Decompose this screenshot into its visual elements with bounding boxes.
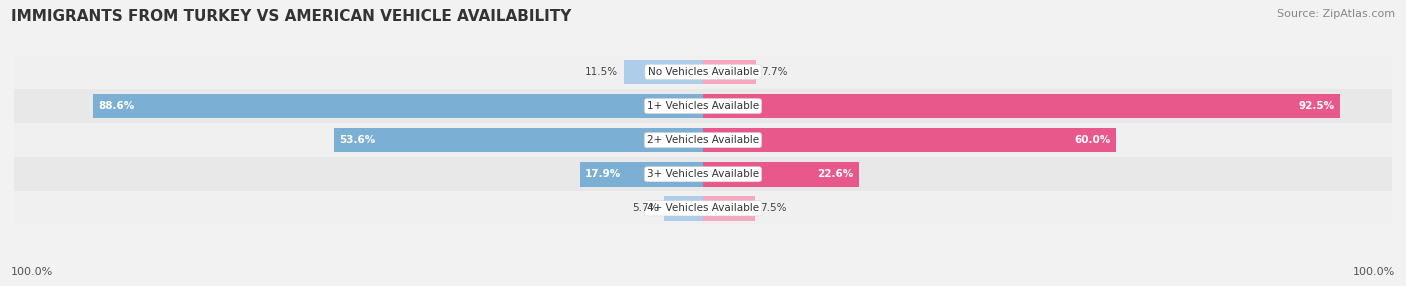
Text: 1+ Vehicles Available: 1+ Vehicles Available — [647, 101, 759, 111]
Text: 7.5%: 7.5% — [761, 203, 787, 213]
Text: No Vehicles Available: No Vehicles Available — [648, 67, 758, 77]
Text: IMMIGRANTS FROM TURKEY VS AMERICAN VEHICLE AVAILABILITY: IMMIGRANTS FROM TURKEY VS AMERICAN VEHIC… — [11, 9, 572, 23]
Bar — [703, 94, 1340, 118]
Text: 11.5%: 11.5% — [585, 67, 619, 77]
Bar — [333, 128, 703, 152]
Bar — [579, 162, 703, 186]
Bar — [703, 60, 756, 84]
Text: 100.0%: 100.0% — [1353, 267, 1395, 277]
Text: 5.7%: 5.7% — [631, 203, 658, 213]
Bar — [624, 60, 703, 84]
Text: 2+ Vehicles Available: 2+ Vehicles Available — [647, 135, 759, 145]
Text: 22.6%: 22.6% — [817, 169, 853, 179]
Bar — [7, 157, 1399, 191]
Text: 92.5%: 92.5% — [1299, 101, 1334, 111]
Bar — [703, 128, 1116, 152]
Text: Source: ZipAtlas.com: Source: ZipAtlas.com — [1277, 9, 1395, 19]
Bar — [664, 196, 703, 221]
Bar — [93, 94, 703, 118]
Bar — [7, 89, 1399, 123]
Text: 17.9%: 17.9% — [585, 169, 621, 179]
Text: 60.0%: 60.0% — [1074, 135, 1111, 145]
Bar — [703, 196, 755, 221]
Text: 100.0%: 100.0% — [11, 267, 53, 277]
Text: 3+ Vehicles Available: 3+ Vehicles Available — [647, 169, 759, 179]
Bar — [7, 55, 1399, 89]
Text: 7.7%: 7.7% — [762, 67, 787, 77]
Text: 4+ Vehicles Available: 4+ Vehicles Available — [647, 203, 759, 213]
Bar — [703, 162, 859, 186]
Bar — [7, 191, 1399, 225]
Bar — [7, 123, 1399, 157]
Text: 53.6%: 53.6% — [339, 135, 375, 145]
Text: 88.6%: 88.6% — [98, 101, 135, 111]
